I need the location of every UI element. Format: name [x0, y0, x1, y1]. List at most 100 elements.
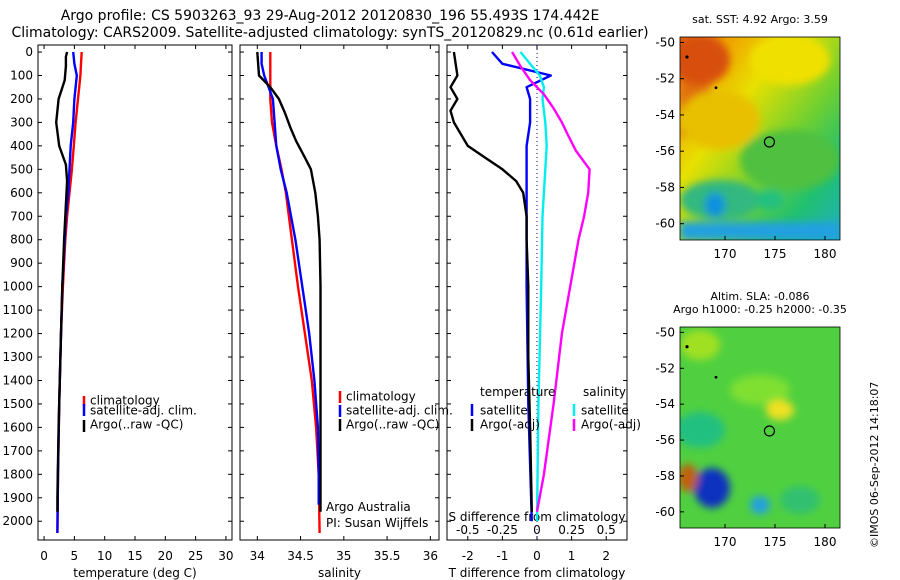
- x-tick-label: 2: [602, 549, 610, 563]
- plot-frame: [239, 44, 440, 541]
- salinity-panel: 34 34.5 35 35.5 36 salinity: [239, 44, 440, 580]
- x-axis-label: salinity: [318, 566, 361, 580]
- map-y-tick-label: -54: [655, 108, 675, 122]
- difference-legend: temperature satellite Argo(-adj) salinit…: [470, 385, 641, 432]
- y-tick-label: 100: [10, 68, 33, 82]
- x-tick-label: -1: [496, 549, 508, 563]
- x-top-tick-label: -0.5: [456, 523, 479, 537]
- salinity-legend: climatology satellite-adj. clim. Argo(..…: [326, 390, 453, 531]
- y-tick-label: 1300: [2, 350, 33, 364]
- legend-label: satellite: [480, 404, 528, 418]
- x-tick-label: 15: [127, 549, 142, 563]
- x-tick-label: 0: [40, 549, 48, 563]
- x-tick-label: 5: [71, 549, 79, 563]
- legend-title-temperature: temperature: [480, 385, 555, 399]
- y-tick-label: 1600: [2, 420, 33, 434]
- map-y-tick-label: -50: [655, 35, 675, 49]
- legend-label: satellite: [581, 404, 629, 418]
- series-line: [511, 51, 591, 513]
- map-x-tick-label: 170: [714, 247, 737, 261]
- x-tick-label: 36: [423, 549, 438, 563]
- map-y-tick-label: -60: [655, 505, 675, 519]
- y-tick-label: 0: [25, 45, 33, 59]
- sla-map-title: Altim. SLA: -0.086: [710, 290, 809, 303]
- map-y-tick-label: -58: [655, 180, 675, 194]
- map-x-tick-label: 180: [814, 535, 837, 549]
- sst-features: [680, 37, 840, 240]
- temperature-panel: 0100200300400500600700800900100011001200…: [2, 44, 234, 580]
- legend-title-salinity: salinity: [583, 385, 626, 399]
- y-tick-label: 500: [10, 162, 33, 176]
- map-frame: [679, 326, 841, 529]
- series-line: [55, 51, 69, 512]
- y-tick-label: 1800: [2, 467, 33, 481]
- x-tick-label: 1: [568, 549, 576, 563]
- legend-label: climatology: [90, 394, 160, 408]
- x-tick-label: -2: [462, 549, 474, 563]
- x-tick-label: 34.5: [287, 549, 314, 563]
- x-tick-label: 0: [533, 549, 541, 563]
- y-tick-label: 300: [10, 115, 33, 129]
- series-line: [256, 51, 322, 512]
- legend-label: Argo(..raw -QC): [346, 418, 439, 432]
- title-line-2: Climatology: CARS2009. Satellite-adjuste…: [11, 25, 649, 41]
- y-tick-label: 200: [10, 92, 33, 106]
- y-tick-label: 1900: [2, 491, 33, 505]
- figure-title: Argo profile: CS 5903263_93 29-Aug-2012 …: [0, 8, 660, 42]
- map-y-tick-label: -56: [655, 144, 675, 158]
- sla-map-subtitle: Argo h1000: -0.25 h2000: -0.35: [673, 303, 847, 316]
- x-axis-label: T difference from climatology: [448, 566, 626, 580]
- x-top-tick-label: 0.25: [558, 523, 585, 537]
- y-tick-label: 1700: [2, 444, 33, 458]
- y-tick-label: 1500: [2, 397, 33, 411]
- title-line-1: Argo profile: CS 5903263_93 29-Aug-2012 …: [60, 8, 600, 24]
- map-axes: -50 -52 -54 -56 -58 -60 170 175 180 -50 -52 -54 -56 -…: [655, 35, 841, 549]
- map-y-tick-label: -52: [655, 361, 675, 375]
- legend-label: satellite-adj. clim.: [346, 404, 453, 418]
- y-tick-label: 800: [10, 233, 33, 247]
- series-line: [269, 52, 321, 534]
- map-y-tick-label: -50: [655, 325, 675, 339]
- island-marker: [714, 375, 718, 379]
- x-axis-label: temperature (deg C): [73, 566, 196, 580]
- legend-label: satellite-adj. clim.: [90, 404, 197, 418]
- y-tick-label: 1400: [2, 373, 33, 387]
- y-tick-label: 1200: [2, 327, 33, 341]
- series-line: [56, 51, 79, 534]
- sla-map: Altim. SLA: -0.086 Argo h1000: -0.25 h20…: [673, 290, 847, 528]
- island-marker: [685, 55, 689, 59]
- map-y-tick-label: -56: [655, 433, 675, 447]
- y-tick-label: 600: [10, 186, 33, 200]
- sst-map-title: sat. SST: 4.92 Argo: 3.59: [692, 13, 828, 26]
- series-line: [449, 51, 533, 512]
- x-tick-label: 10: [97, 549, 112, 563]
- legend-label: Argo(..raw -QC): [90, 418, 183, 432]
- y-tick-label: 400: [10, 139, 33, 153]
- sst-map: sat. SST: 4.92 Argo: 3.59: [680, 13, 840, 240]
- map-y-tick-label: -54: [655, 397, 675, 411]
- legend-label: climatology: [346, 390, 416, 404]
- x-tick-label: 30: [218, 549, 233, 563]
- x-tick-label: 20: [158, 549, 173, 563]
- legend-label: Argo(-adj): [480, 418, 540, 432]
- plot-frame: [37, 44, 233, 541]
- map-frame: [679, 36, 841, 241]
- x-top-tick-label: 0.5: [597, 523, 616, 537]
- temperature-legend: climatology satellite-adj. clim. Argo(..…: [82, 394, 197, 432]
- map-x-tick-label: 175: [764, 247, 787, 261]
- x-tick-label: 34: [250, 549, 265, 563]
- annotation-pi: PI: Susan Wijffels: [326, 516, 428, 530]
- argo-profile-marker: [763, 136, 776, 148]
- y-tick-label: 1000: [2, 280, 33, 294]
- x-tick-label: 35: [336, 549, 351, 563]
- x-tick-label: 25: [188, 549, 203, 563]
- map-x-tick-label: 170: [714, 535, 737, 549]
- island-marker: [714, 86, 718, 90]
- series-line: [260, 52, 320, 505]
- map-x-tick-label: 180: [814, 247, 837, 261]
- island-marker: [685, 345, 689, 349]
- map-x-tick-label: 175: [764, 535, 787, 549]
- argo-profile-marker: [763, 425, 776, 437]
